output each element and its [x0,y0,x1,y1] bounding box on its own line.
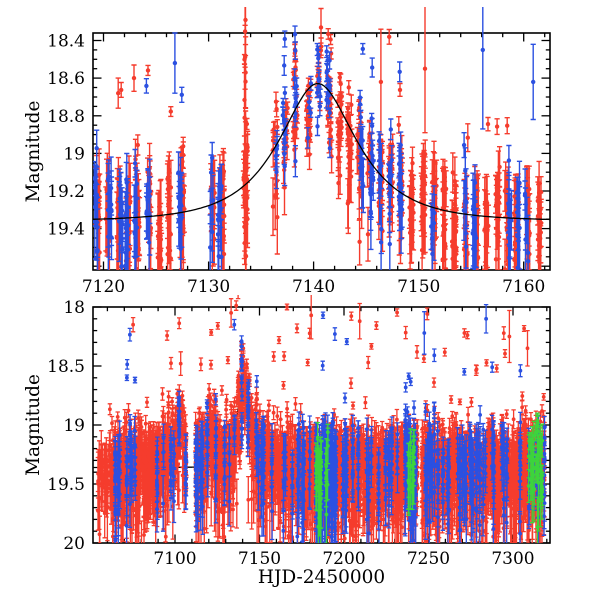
model-curve [93,82,550,221]
blue-series-points [113,313,547,543]
y-tick-label: 19.5 [47,475,85,495]
blue-series-errorbars [93,7,536,270]
panels-group: 7120 7130 7140 7150 7160 18.4 18.6 18.8 19 19.2 19… [47,7,551,569]
y-axis-label-top: Magnitude [23,101,44,203]
x-tick-label: 7120 [82,277,125,297]
y-tick-label: 20 [63,534,85,554]
top-panel: 7120 7130 7140 7150 7160 18.4 18.6 18.8 19 19.2 19… [47,7,551,297]
blue-series-points [93,31,536,270]
x-tick-label: 7150 [238,549,281,569]
y-tick-label: 19.2 [47,182,85,202]
bottom-panel-data [93,295,550,543]
x-axis-label: HJD-2450000 [258,567,385,588]
x-tick-label: 7140 [292,277,335,297]
x-tick-label: 7200 [322,549,365,569]
y-tick-label: 18.6 [47,69,85,89]
y-tick-label: 19 [63,416,85,436]
x-tick-label: 7300 [491,549,534,569]
y-tick-label: 19.4 [47,220,85,240]
x-tick-label: 7150 [397,277,440,297]
y-tick-label: 18.8 [47,107,85,127]
red-series-points [96,295,547,543]
bottom-panel: 7100 7150 7200 7250 7300 18 18.5 19 19.5 20 [47,295,551,569]
y-axis-label-bottom: Magnitude [23,374,44,476]
y-tick-label: 18.5 [47,357,85,377]
x-tick-label: 7250 [407,549,450,569]
y-tick-label: 18 [63,298,85,318]
y-tick-label: 18.4 [47,31,85,51]
y-tick-label: 19 [63,144,85,164]
x-tick-label: 7130 [187,277,230,297]
x-tick-label: 7100 [153,549,196,569]
x-tick-label: 7160 [502,277,545,297]
top-panel-data [93,7,550,270]
